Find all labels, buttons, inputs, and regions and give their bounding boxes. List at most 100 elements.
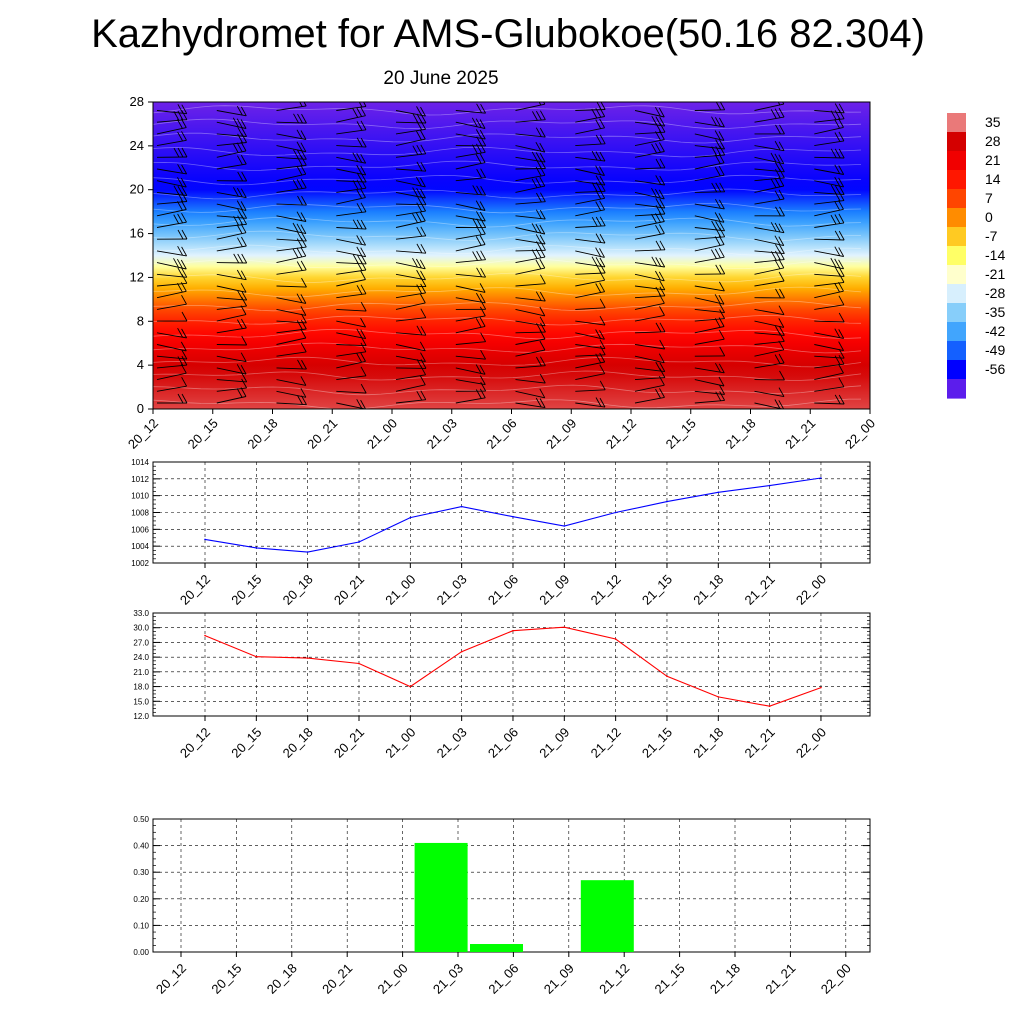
- wind-barb-feather: [718, 213, 725, 223]
- wind-barb-feather: [471, 117, 478, 128]
- pmsl-data-point: [409, 516, 412, 519]
- wind-barb-feather: [180, 177, 187, 188]
- wind-barb-feather: [173, 258, 179, 268]
- wind-barb-feather: [539, 316, 546, 327]
- wind-barb-feather: [655, 240, 662, 251]
- wind-barb-feather: [659, 280, 666, 291]
- wind-barb-feather: [719, 385, 725, 395]
- wind-barb-feather: [599, 339, 606, 349]
- wind-barb-feather: [479, 201, 486, 211]
- wind-barb-feather: [475, 318, 482, 328]
- wind-barb-shaft: [874, 263, 904, 264]
- wind-barb-feather: [479, 211, 486, 222]
- wind-barb-shaft: [814, 238, 845, 241]
- wind-barb-shaft: [874, 345, 904, 347]
- wind-barb-shaft: [575, 168, 605, 176]
- wind-barb-feather: [599, 257, 606, 268]
- wind-barb-feather: [356, 121, 363, 131]
- wind-barb-feather: [181, 355, 188, 366]
- wind-barb-shaft: [694, 399, 725, 404]
- wind-barb-shaft: [634, 249, 666, 252]
- wind-barb-feather: [241, 127, 247, 137]
- wind-barb-shaft: [754, 185, 784, 193]
- wind-barb-feather: [659, 116, 666, 127]
- wind-barb-feather: [540, 322, 546, 333]
- wind-barb-shaft: [336, 180, 367, 183]
- wind-barb-feather: [895, 320, 900, 329]
- wind-barb-feather: [718, 329, 725, 340]
- wind-barb-feather: [356, 399, 363, 409]
- wind-barb-feather: [233, 187, 239, 197]
- wind-barb-shaft: [634, 396, 665, 404]
- wind-barb-shaft: [276, 121, 307, 124]
- wind-barb-shaft: [694, 244, 725, 252]
- colorbar-segment: [947, 322, 966, 342]
- wind-barb-feather: [770, 178, 777, 188]
- wind-barb-feather: [479, 153, 486, 163]
- wind-barb-feather: [480, 349, 486, 360]
- wind-barb-shaft: [276, 238, 307, 242]
- precip-bar: [580, 880, 634, 952]
- wind-barb-feather: [595, 165, 601, 175]
- colorbar-tick-label: -35: [985, 304, 1005, 320]
- wind-barb-shaft: [874, 380, 904, 381]
- wind-barb-feather: [838, 185, 845, 195]
- wind-barb-shaft: [575, 389, 606, 392]
- wind-barb-feather: [296, 165, 303, 176]
- wind-barb-feather: [352, 108, 359, 118]
- wind-barb-shaft: [455, 133, 486, 140]
- wind-barb-shaft: [156, 201, 187, 205]
- wind-barb-feather: [659, 339, 666, 350]
- wind-barb-feather: [297, 195, 303, 206]
- wind-barb-shaft: [515, 133, 546, 138]
- wind-barb-feather: [899, 215, 904, 224]
- wind-barb-feather: [719, 182, 726, 193]
- wind-barb-feather: [599, 118, 605, 129]
- wind-barb-shaft: [515, 256, 546, 264]
- wind-barb-feather: [714, 248, 721, 259]
- wind-barb-feather: [838, 295, 845, 306]
- wind-barb-shaft: [754, 340, 785, 345]
- wind-barb-feather: [779, 244, 785, 254]
- wind-barb-feather: [240, 270, 247, 280]
- wind-barb-feather: [894, 143, 899, 152]
- wind-barb-shaft: [874, 397, 903, 404]
- wind-barb-feather: [300, 142, 307, 152]
- wind-barb-shaft: [515, 320, 546, 327]
- contour-line: [153, 230, 861, 242]
- wind-barb-shaft: [276, 203, 307, 206]
- wind-barb-shaft: [156, 180, 187, 188]
- wind-barb-feather: [356, 189, 362, 199]
- wind-barb-feather: [540, 192, 546, 202]
- wind-barb-shaft: [395, 355, 426, 363]
- pmsl-data-point: [358, 541, 360, 543]
- temp-x-tick-label: 20_15: [228, 725, 264, 761]
- temp-data-point: [614, 638, 617, 640]
- wind-barb-feather: [711, 220, 717, 231]
- wind-barb-feather: [301, 395, 307, 405]
- wind-barb-shaft: [455, 203, 486, 211]
- wind-barb-shaft: [336, 360, 366, 369]
- wind-barb-feather: [236, 200, 243, 210]
- wind-barb-feather: [655, 188, 661, 199]
- wind-barb-shaft: [276, 337, 306, 345]
- wind-barb-feather: [181, 268, 188, 278]
- wind-barb-shaft: [156, 273, 187, 278]
- wind-barb-feather: [718, 165, 725, 176]
- wind-barb-shaft: [395, 273, 426, 281]
- wind-barb-feather: [181, 246, 187, 257]
- wind-barb-shaft: [336, 129, 367, 135]
- wind-barb-feather: [774, 222, 781, 233]
- wind-barb-feather: [539, 127, 546, 138]
- wind-barb-shaft: [395, 302, 426, 310]
- wind-barb-shaft: [395, 138, 426, 147]
- wind-barb-shaft: [634, 285, 665, 291]
- pmsl-y-tick-label: 1006: [131, 525, 149, 534]
- wind-barb-feather: [714, 212, 721, 222]
- wind-barb-feather: [778, 107, 785, 118]
- wind-barb-feather: [899, 255, 904, 264]
- wind-barb-feather: [595, 329, 601, 339]
- wind-barb-feather: [899, 296, 904, 305]
- precip-x-tick-label: 22_00: [818, 961, 854, 997]
- temp-y-tick-label: 27.0: [133, 638, 149, 647]
